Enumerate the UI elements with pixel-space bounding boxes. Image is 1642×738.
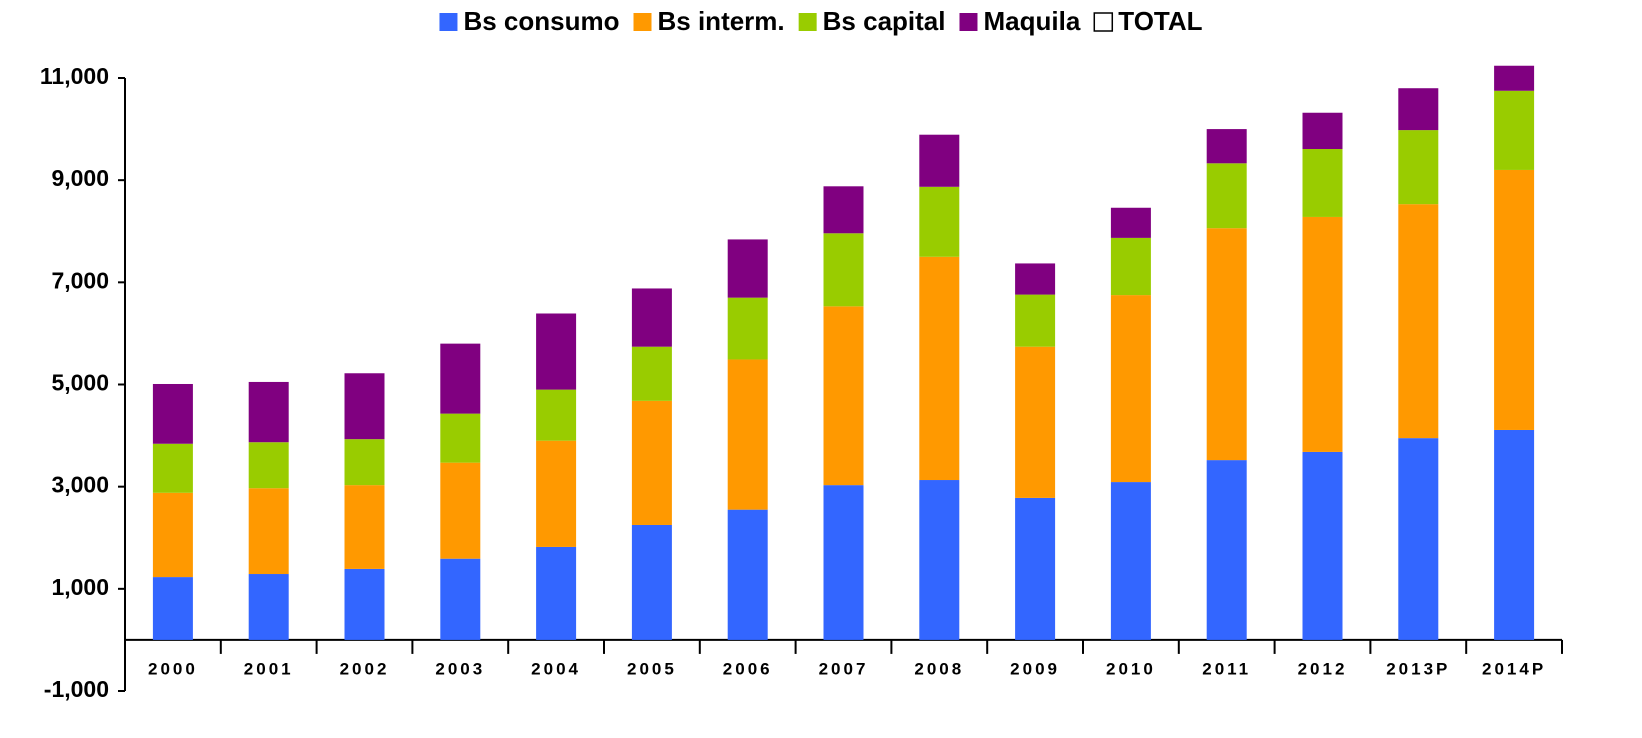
bar-segment — [1206, 460, 1247, 640]
bar-segment — [1494, 65, 1535, 91]
bar-segment — [727, 239, 768, 298]
y-tick-label: 11,000 — [40, 63, 109, 89]
bar-segment — [248, 488, 289, 575]
y-tick-label: 5,000 — [51, 370, 109, 396]
bar-segment — [1015, 294, 1056, 347]
bar-segment — [823, 233, 864, 307]
legend-swatch — [959, 13, 978, 31]
x-tick-label: 2001 — [244, 659, 294, 678]
x-tick-label: 2011 — [1202, 659, 1251, 678]
bar-segment — [1015, 263, 1056, 295]
bar-segment — [1206, 129, 1247, 164]
legend-label: Bs interm. — [658, 6, 785, 36]
bar-segment — [344, 439, 385, 486]
y-tick-label: 9,000 — [51, 165, 109, 191]
bar-segment — [919, 256, 960, 481]
bar-segment — [1110, 295, 1151, 483]
bar-segment — [823, 306, 864, 486]
bar-segment — [248, 574, 289, 640]
x-tick-label: 2004 — [531, 659, 581, 678]
bar-segment — [536, 440, 577, 547]
y-tick-label: 3,000 — [51, 472, 109, 498]
bar-segment — [440, 343, 481, 414]
bar-segment — [631, 288, 672, 347]
bar-segment — [1398, 204, 1439, 439]
x-tick-label: 2007 — [819, 659, 869, 678]
bar-segment — [1398, 130, 1439, 205]
bar-segment — [248, 381, 289, 443]
x-tick-label: 2012 — [1298, 659, 1348, 678]
bar-segment — [536, 313, 577, 390]
bar-segment — [1302, 216, 1343, 452]
x-tick-label: 2014P — [1482, 659, 1546, 678]
bar-segment — [1494, 429, 1535, 640]
bar-segment — [440, 462, 481, 559]
legend-label: Bs capital — [823, 6, 946, 36]
x-tick-label: 2013P — [1386, 659, 1450, 678]
bar-segment — [823, 485, 864, 640]
legend-swatch — [1093, 12, 1114, 32]
bar-segment — [344, 568, 385, 640]
bar-segment — [344, 373, 385, 440]
y-tick-label: 7,000 — [51, 267, 109, 293]
legend-swatch — [439, 13, 458, 31]
x-tick-label: 2008 — [914, 659, 964, 678]
bar-segment — [1302, 451, 1343, 640]
bar-segment — [152, 443, 193, 493]
bar-segment — [727, 359, 768, 510]
bar-segment — [1302, 149, 1343, 217]
y-tick-label: 1,000 — [51, 574, 109, 600]
bar-segment — [631, 524, 672, 640]
y-tick-label: -1,000 — [44, 676, 109, 702]
bar-segment — [727, 297, 768, 360]
bar-segment — [440, 558, 481, 640]
bar-segment — [1398, 88, 1439, 131]
bar-segment — [1110, 207, 1151, 238]
bar-segment — [344, 485, 385, 569]
bar-segment — [1494, 169, 1535, 430]
bar-segment — [152, 492, 193, 578]
bar-segment — [1015, 346, 1056, 498]
bar-segment — [1110, 482, 1151, 640]
x-tick-label: 2002 — [340, 659, 390, 678]
bar-segment — [919, 134, 960, 187]
bar-segment — [1206, 163, 1247, 229]
bar-segment — [1302, 112, 1343, 150]
legend: Bs consumo Bs interm. Bs capital Maquila TOT… — [439, 6, 1203, 36]
bar-segment — [631, 400, 672, 525]
bar-segment — [1494, 90, 1535, 170]
bar-segment — [727, 509, 768, 640]
legend-label: Bs consumo — [463, 6, 619, 36]
bar-segment — [1015, 497, 1056, 640]
bar-segment — [536, 389, 577, 441]
bar-segment — [1206, 228, 1247, 461]
x-tick-label: 2000 — [148, 659, 198, 678]
x-tick-label: 2009 — [1010, 659, 1060, 678]
x-tick-label: 2010 — [1106, 659, 1156, 678]
x-tick-label: 2006 — [723, 659, 773, 678]
x-tick-label: 2003 — [435, 659, 485, 678]
bar-segment — [536, 546, 577, 640]
bar-segment — [823, 186, 864, 234]
bar-segment — [1110, 237, 1151, 296]
bar-segment — [919, 186, 960, 257]
legend-swatch — [798, 13, 817, 31]
legend-label: TOTAL — [1118, 6, 1202, 36]
bar-segment — [1398, 438, 1439, 640]
bar-segment — [919, 480, 960, 640]
legend-label: Maquila — [983, 6, 1080, 36]
x-tick-label: 2005 — [627, 659, 677, 678]
bar-segment — [248, 442, 289, 489]
legend-swatch — [633, 13, 652, 31]
bar-segment — [631, 346, 672, 401]
bar-segment — [440, 413, 481, 463]
bar-segment — [152, 383, 193, 444]
bar-segment — [152, 577, 193, 640]
